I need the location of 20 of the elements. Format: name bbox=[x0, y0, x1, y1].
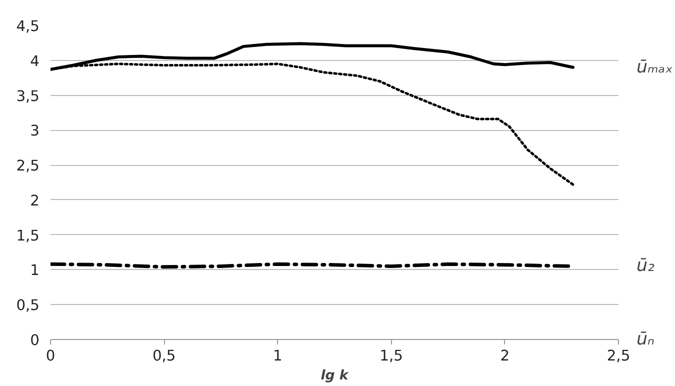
y-tick-label: 1 bbox=[30, 262, 40, 280]
y-tick-label: 4,5 bbox=[16, 18, 40, 35]
y-tick-label: 3 bbox=[30, 122, 40, 140]
x-axis-title: lg k bbox=[320, 368, 350, 384]
y-tick-label: 0,5 bbox=[16, 297, 40, 314]
x-tick-label: 0,5 bbox=[152, 348, 176, 364]
y-tick-label: 2 bbox=[30, 192, 40, 210]
y-tick-label: 4 bbox=[30, 52, 40, 70]
text: ū₂ bbox=[636, 256, 654, 276]
y-tick-label: 0 bbox=[30, 332, 40, 349]
text: ūₘₐₓ bbox=[636, 57, 674, 78]
y-tick-label: 2,5 bbox=[16, 158, 40, 175]
x-tick-label: 1,5 bbox=[380, 348, 403, 364]
x-tick-label: 1 bbox=[273, 348, 282, 364]
x-tick-label: 2 bbox=[500, 348, 510, 364]
y-tick-label: 1,5 bbox=[16, 227, 40, 244]
x-tick-label: 0 bbox=[46, 348, 56, 364]
text: ūₙ bbox=[636, 330, 654, 350]
x-tick-label: 2,5 bbox=[606, 348, 630, 364]
y-tick-label: 3,5 bbox=[16, 88, 40, 105]
